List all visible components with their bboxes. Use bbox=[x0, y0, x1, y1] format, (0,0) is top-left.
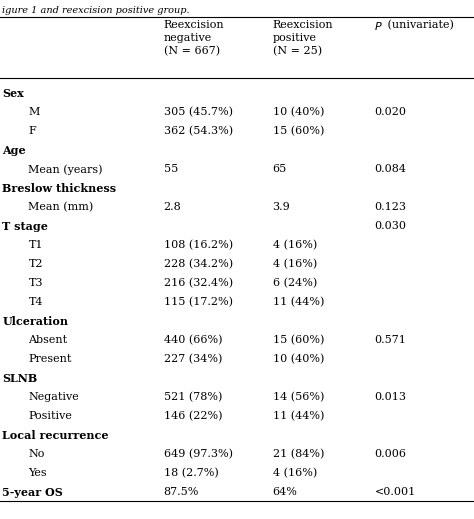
Text: 228 (34.2%): 228 (34.2%) bbox=[164, 259, 233, 269]
Text: <0.001: <0.001 bbox=[374, 487, 416, 497]
Text: Negative: Negative bbox=[28, 392, 79, 402]
Text: 14 (56%): 14 (56%) bbox=[273, 392, 324, 402]
Text: 5-year OS: 5-year OS bbox=[2, 487, 63, 498]
Text: 4 (16%): 4 (16%) bbox=[273, 259, 317, 269]
Text: 0.571: 0.571 bbox=[374, 335, 406, 345]
Text: 0.030: 0.030 bbox=[374, 221, 407, 231]
Text: 21 (84%): 21 (84%) bbox=[273, 449, 324, 459]
Text: 4 (16%): 4 (16%) bbox=[273, 468, 317, 479]
Text: 362 (54.3%): 362 (54.3%) bbox=[164, 126, 233, 136]
Text: SLNB: SLNB bbox=[2, 373, 37, 384]
Text: 0.013: 0.013 bbox=[374, 392, 407, 402]
Text: Present: Present bbox=[28, 354, 72, 364]
Text: Breslow thickness: Breslow thickness bbox=[2, 183, 117, 194]
Text: 6 (24%): 6 (24%) bbox=[273, 278, 317, 289]
Text: 4 (16%): 4 (16%) bbox=[273, 240, 317, 250]
Text: 227 (34%): 227 (34%) bbox=[164, 354, 222, 364]
Text: 55: 55 bbox=[164, 164, 178, 174]
Text: 521 (78%): 521 (78%) bbox=[164, 392, 222, 402]
Text: F: F bbox=[28, 126, 36, 136]
Text: 64%: 64% bbox=[273, 487, 297, 497]
Text: M: M bbox=[28, 107, 40, 117]
Text: Age: Age bbox=[2, 145, 26, 156]
Text: 2.8: 2.8 bbox=[164, 202, 181, 212]
Text: 15 (60%): 15 (60%) bbox=[273, 126, 324, 136]
Text: 15 (60%): 15 (60%) bbox=[273, 335, 324, 345]
Text: (N = 667): (N = 667) bbox=[164, 46, 219, 57]
Text: T4: T4 bbox=[28, 297, 43, 307]
Text: Mean (years): Mean (years) bbox=[28, 164, 103, 174]
Text: Yes: Yes bbox=[28, 468, 47, 478]
Text: Positive: Positive bbox=[28, 411, 73, 421]
Text: 3.9: 3.9 bbox=[273, 202, 290, 212]
Text: Local recurrence: Local recurrence bbox=[2, 430, 109, 441]
Text: (univariate): (univariate) bbox=[384, 20, 455, 30]
Text: 108 (16.2%): 108 (16.2%) bbox=[164, 240, 233, 250]
Text: T1: T1 bbox=[28, 240, 43, 250]
Text: negative: negative bbox=[164, 33, 212, 43]
Text: 11 (44%): 11 (44%) bbox=[273, 297, 324, 307]
Text: 10 (40%): 10 (40%) bbox=[273, 107, 324, 117]
Text: Mean (mm): Mean (mm) bbox=[28, 202, 94, 212]
Text: 0.123: 0.123 bbox=[374, 202, 407, 212]
Text: 305 (45.7%): 305 (45.7%) bbox=[164, 107, 233, 117]
Text: $P$: $P$ bbox=[374, 20, 383, 32]
Text: Reexcision: Reexcision bbox=[273, 20, 333, 30]
Text: igure 1 and reexcision positive group.: igure 1 and reexcision positive group. bbox=[2, 6, 190, 15]
Text: 11 (44%): 11 (44%) bbox=[273, 411, 324, 421]
Text: Reexcision: Reexcision bbox=[164, 20, 224, 30]
Text: Sex: Sex bbox=[2, 88, 24, 99]
Text: Ulceration: Ulceration bbox=[2, 316, 68, 327]
Text: 146 (22%): 146 (22%) bbox=[164, 411, 222, 421]
Text: T3: T3 bbox=[28, 278, 43, 288]
Text: 18 (2.7%): 18 (2.7%) bbox=[164, 468, 219, 479]
Text: T2: T2 bbox=[28, 259, 43, 269]
Text: 115 (17.2%): 115 (17.2%) bbox=[164, 297, 233, 307]
Text: (N = 25): (N = 25) bbox=[273, 46, 322, 57]
Text: 440 (66%): 440 (66%) bbox=[164, 335, 222, 345]
Text: 0.006: 0.006 bbox=[374, 449, 407, 459]
Text: 0.020: 0.020 bbox=[374, 107, 407, 117]
Text: positive: positive bbox=[273, 33, 317, 43]
Text: 65: 65 bbox=[273, 164, 287, 174]
Text: 649 (97.3%): 649 (97.3%) bbox=[164, 449, 233, 459]
Text: 10 (40%): 10 (40%) bbox=[273, 354, 324, 364]
Text: 87.5%: 87.5% bbox=[164, 487, 199, 497]
Text: No: No bbox=[28, 449, 45, 459]
Text: 216 (32.4%): 216 (32.4%) bbox=[164, 278, 233, 289]
Text: Absent: Absent bbox=[28, 335, 68, 345]
Text: 0.084: 0.084 bbox=[374, 164, 407, 174]
Text: T stage: T stage bbox=[2, 221, 48, 232]
